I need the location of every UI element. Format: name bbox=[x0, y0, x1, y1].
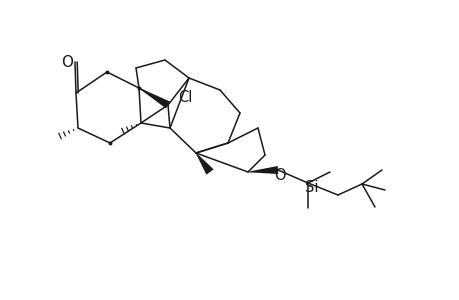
Text: Cl: Cl bbox=[178, 89, 192, 104]
Polygon shape bbox=[247, 166, 278, 174]
Polygon shape bbox=[139, 88, 170, 109]
Polygon shape bbox=[196, 153, 213, 175]
Text: Si: Si bbox=[305, 179, 318, 194]
Text: O: O bbox=[274, 167, 285, 182]
Text: O: O bbox=[61, 55, 73, 70]
